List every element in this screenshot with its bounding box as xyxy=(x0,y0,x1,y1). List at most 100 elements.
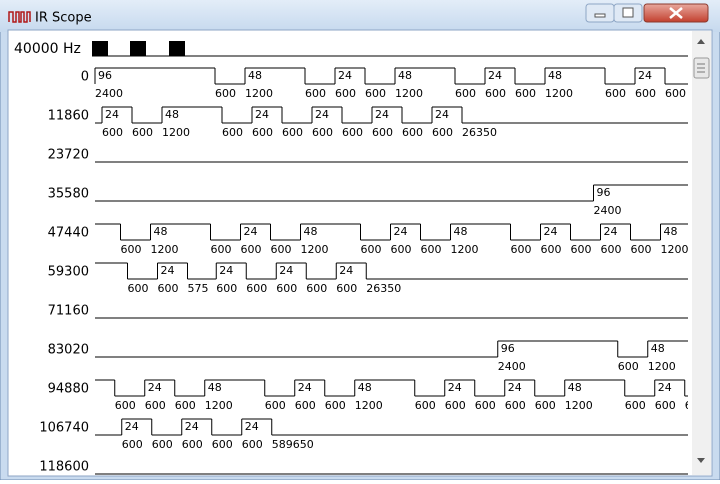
duration-label: 600 xyxy=(635,87,656,100)
cycles-label: 48 xyxy=(664,225,678,238)
duration-label: 600 xyxy=(295,399,316,412)
cycles-label: 24 xyxy=(105,108,119,121)
duration-label: 600 xyxy=(132,126,153,139)
duration-label: 1200 xyxy=(205,399,233,412)
duration-label: 600 xyxy=(252,126,273,139)
duration-label: 600 xyxy=(342,126,363,139)
duration-label: 600 xyxy=(402,126,423,139)
cycles-label: 24 xyxy=(298,381,312,394)
duration-label: 1200 xyxy=(545,87,573,100)
duration-label: 600 xyxy=(305,87,326,100)
duration-label: 600 xyxy=(152,438,173,451)
cycles-label: 24 xyxy=(245,420,259,433)
cycles-label: 48 xyxy=(548,69,562,82)
cycles-label: 48 xyxy=(165,108,179,121)
duration-label: 600 xyxy=(122,438,143,451)
duration-label: 589650 xyxy=(272,438,314,451)
duration-label: 600 xyxy=(312,126,333,139)
duration-label: 600 xyxy=(158,282,179,295)
duration-label: 600 xyxy=(175,399,196,412)
duration-label: 600 xyxy=(115,399,136,412)
duration-label: 2400 xyxy=(95,87,123,100)
row-labels: 0 11860 23720 35580 47440 59300 71160 83020 9488… xyxy=(39,70,89,475)
duration-label: 1200 xyxy=(661,243,689,256)
duration-label: 600 xyxy=(215,87,236,100)
row-time-label: 11860 xyxy=(48,109,89,124)
row-time-label: 35580 xyxy=(48,187,89,202)
duration-label: 600 xyxy=(242,438,263,451)
minimize-button[interactable] xyxy=(585,3,615,23)
cycles-label: 24 xyxy=(544,225,558,238)
duration-label: 600 xyxy=(535,399,556,412)
duration-label: 600 xyxy=(455,87,476,100)
row-time-label: 71160 xyxy=(48,304,89,319)
row-time-label: 83020 xyxy=(48,343,89,358)
client-area xyxy=(7,29,713,477)
duration-label: 600 xyxy=(475,399,496,412)
cycles-label: 48 xyxy=(358,381,372,394)
duration-label: 2400 xyxy=(498,360,526,373)
duration-label: 600 xyxy=(485,87,506,100)
carrier-indicator xyxy=(92,41,688,57)
duration-label: 600 xyxy=(128,282,149,295)
cycles-label: 24 xyxy=(638,69,652,82)
maximize-button[interactable] xyxy=(613,3,643,23)
duration-label: 600 xyxy=(505,399,526,412)
waveform: 2400 96 600 1200 48 600 600 24 600 1200 48 600 600 24… xyxy=(94,67,689,475)
cycles-label: 48 xyxy=(454,225,468,238)
duration-label: 600 xyxy=(541,243,562,256)
duration-label: 1200 xyxy=(395,87,423,100)
cycles-label: 96 xyxy=(501,342,515,355)
cycles-label: 24 xyxy=(148,381,162,394)
duration-label: 600 xyxy=(605,87,626,100)
duration-label: 600 xyxy=(222,126,243,139)
duration-label: 600 xyxy=(415,399,436,412)
cycles-label: 24 xyxy=(508,381,522,394)
duration-label: 600 xyxy=(655,399,676,412)
duration-label: 575 xyxy=(188,282,209,295)
app-icon xyxy=(8,11,31,23)
duration-label: 1200 xyxy=(301,243,329,256)
duration-label: 600 xyxy=(421,243,442,256)
scrollbar[interactable] xyxy=(692,31,711,475)
cycles-label: 24 xyxy=(604,225,618,238)
frequency-label: 40000 Hz xyxy=(14,41,81,57)
cycles-label: 48 xyxy=(154,225,168,238)
duration-label: 600 xyxy=(216,282,237,295)
duration-label: 600 xyxy=(432,126,453,139)
duration-label: 600 xyxy=(601,243,622,256)
row-time-label: 106740 xyxy=(39,421,89,436)
row-time-label: 94880 xyxy=(48,382,89,397)
cycles-label: 24 xyxy=(244,225,258,238)
cycles-label: 24 xyxy=(339,264,353,277)
duration-label: 600 xyxy=(511,243,532,256)
duration-label: 1200 xyxy=(565,399,593,412)
cycles-label: 24 xyxy=(448,381,462,394)
duration-label: 1200 xyxy=(151,243,179,256)
duration-label: 1200 xyxy=(648,360,676,373)
row-time-label: 0 xyxy=(81,70,89,85)
cycles-label: 48 xyxy=(304,225,318,238)
duration-label: 600 xyxy=(265,399,286,412)
duration-label: 1200 xyxy=(451,243,479,256)
duration-label: 600 xyxy=(665,87,686,100)
cycles-label: 24 xyxy=(375,108,389,121)
cycles-label: 96 xyxy=(597,186,611,199)
row-time-label: 118600 xyxy=(39,460,89,475)
duration-label: 600 xyxy=(246,282,267,295)
cycles-label: 24 xyxy=(219,264,233,277)
duration-label: 26350 xyxy=(366,282,401,295)
duration-label: 600 xyxy=(102,126,123,139)
cycles-label: 96 xyxy=(98,69,112,82)
duration-label: 1200 xyxy=(162,126,190,139)
duration-label: 26350 xyxy=(462,126,497,139)
row-time-label: 23720 xyxy=(48,148,89,163)
close-button[interactable] xyxy=(643,3,709,23)
duration-label: 600 xyxy=(121,243,142,256)
duration-label: 2400 xyxy=(594,204,622,217)
duration-label: 600 xyxy=(618,360,639,373)
window-title: IR Scope xyxy=(35,11,92,26)
cycles-label: 48 xyxy=(208,381,222,394)
duration-label: 600 xyxy=(145,399,166,412)
